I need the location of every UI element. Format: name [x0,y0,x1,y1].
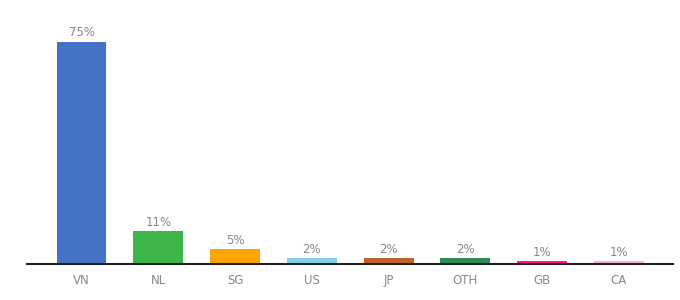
Bar [441,258,490,264]
Text: 1%: 1% [609,246,628,259]
Text: 2%: 2% [379,243,398,256]
Bar [133,231,183,264]
Bar [517,261,567,264]
Bar [364,258,413,264]
Text: 5%: 5% [226,234,244,247]
Text: 75%: 75% [69,26,95,39]
Bar [594,261,644,264]
Text: 11%: 11% [146,216,171,229]
Text: 1%: 1% [533,246,551,259]
Text: 2%: 2% [456,243,475,256]
Bar [210,249,260,264]
Bar [56,42,107,264]
Bar [287,258,337,264]
Text: 2%: 2% [303,243,321,256]
